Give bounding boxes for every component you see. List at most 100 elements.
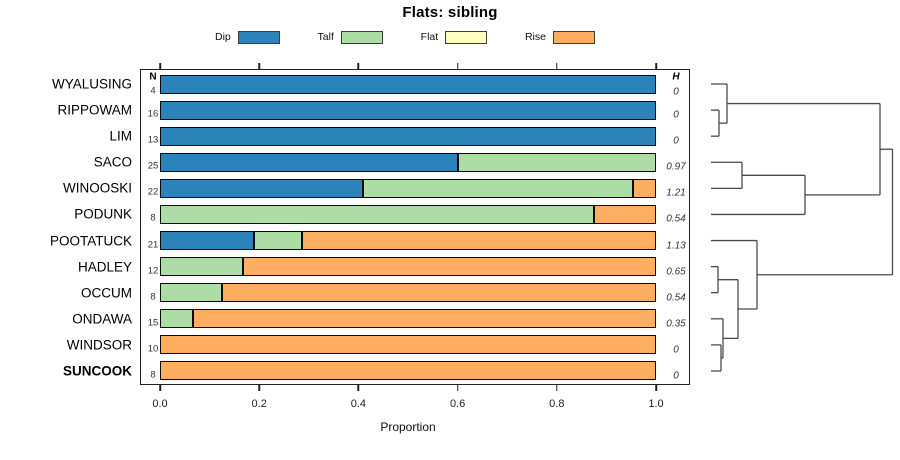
h-value: 0.54 [666, 213, 686, 225]
row-label-ondawa: ONDAWA [72, 311, 132, 327]
h-value: 0.97 [666, 161, 686, 173]
h-column-header: H [672, 71, 680, 83]
row-label-pootatuck: POOTATUCK [49, 233, 132, 249]
bottom-axis-tick [258, 385, 260, 391]
bar-wyalusing [160, 74, 656, 94]
h-value: 0 [673, 370, 679, 382]
bar-segment-rise [160, 335, 656, 355]
legend-label: Flat [420, 31, 439, 43]
bar-segment-rise [594, 204, 656, 224]
x-axis-title: Proportion [380, 420, 436, 434]
legend-item-flat: Flat [420, 30, 488, 44]
n-value: 8 [150, 369, 156, 381]
x-tick-label: 0.4 [350, 398, 367, 410]
legend-label: Rise [524, 31, 546, 43]
bottom-axis-tick [456, 385, 459, 391]
row-label-saco: SACO [93, 154, 132, 170]
x-tick-label: 0.2 [251, 398, 267, 410]
legend-label: Dip [215, 31, 231, 43]
bar-segment-dip [160, 178, 363, 198]
x-tick-label: 0.6 [449, 398, 466, 410]
h-value: 0 [673, 109, 679, 121]
n-value: 22 [147, 186, 159, 198]
bar-podunk [160, 204, 656, 224]
row-label-wyalusing: WYALUSING [51, 76, 132, 92]
legend-swatch-flat [445, 30, 488, 44]
h-value: 1.13 [666, 240, 686, 252]
n-value: 4 [150, 85, 156, 97]
bar-ondawa [160, 309, 656, 329]
n-value: 21 [147, 239, 159, 251]
legend-label: Talf [317, 31, 334, 43]
bar-segment-rise [301, 231, 656, 251]
bar-segment-talf [160, 283, 222, 303]
bottom-axis-tick [655, 385, 657, 391]
bottom-axis-tick [556, 385, 558, 391]
top-axis-tick [556, 63, 558, 69]
bar-windsor [160, 335, 656, 355]
bar-rippowam [160, 100, 656, 120]
row-label-windsor: WINDSOR [66, 337, 132, 353]
x-tick-label: 0.8 [549, 398, 565, 410]
h-value: 1.21 [666, 187, 686, 199]
top-axis-tick [357, 63, 360, 69]
n-value: 12 [147, 265, 159, 277]
bar-segment-dip [160, 231, 255, 251]
bar-segment-talf [362, 178, 634, 198]
x-tick-label: 1.0 [648, 398, 664, 410]
bar-segment-dip [160, 126, 656, 146]
legend-swatch-dip [237, 30, 280, 44]
bar-segment-rise [222, 283, 656, 303]
h-value: 0 [673, 86, 679, 98]
top-axis-tick [456, 63, 459, 69]
row-label-podunk: PODUNK [74, 206, 132, 222]
bar-segment-dip [160, 74, 656, 94]
n-value: 15 [147, 317, 159, 329]
bar-segment-talf [254, 231, 302, 251]
legend: Dip Talf Flat Rise [215, 28, 595, 46]
n-value: 8 [150, 291, 156, 303]
bar-segment-talf [160, 257, 243, 277]
n-value: 8 [150, 212, 156, 224]
h-value: 0 [673, 135, 679, 147]
top-axis-tick [655, 63, 657, 69]
bar-segment-rise [160, 361, 656, 381]
h-value: 0.35 [666, 318, 686, 330]
bottom-axis-tick [357, 385, 360, 391]
row-label-hadley: HADLEY [77, 259, 132, 275]
row-label-rippowam: RIPPOWAM [57, 102, 132, 118]
legend-item-talf: Talf [317, 30, 383, 44]
bar-segment-rise [193, 309, 656, 329]
row-label-winooski: WINOOSKI [62, 180, 132, 196]
legend-item-dip: Dip [215, 30, 280, 44]
bar-saco [160, 152, 656, 172]
legend-item-rise: Rise [524, 30, 595, 44]
bar-segment-talf [160, 309, 194, 329]
plot-frame [140, 69, 690, 385]
bar-segment-dip [160, 152, 458, 172]
x-tick-label: 0.0 [152, 398, 168, 410]
bar-segment-dip [160, 100, 656, 120]
chart-title: Flats: sibling [402, 4, 498, 21]
bar-segment-talf [160, 204, 594, 224]
bar-winooski [160, 178, 656, 198]
n-value: 13 [147, 134, 159, 146]
bar-segment-rise [242, 257, 656, 277]
bar-hadley [160, 257, 656, 277]
bar-suncook [160, 361, 656, 381]
top-axis-tick [258, 63, 260, 69]
legend-swatch-talf [340, 30, 383, 44]
top-axis-tick [159, 63, 161, 69]
h-value: 0.54 [666, 292, 686, 304]
bar-segment-talf [457, 152, 656, 172]
bar-segment-rise [633, 178, 656, 198]
bar-pootatuck [160, 231, 656, 251]
h-value: 0 [673, 344, 679, 356]
h-value: 0.65 [666, 266, 686, 278]
legend-swatch-rise [552, 30, 595, 44]
n-value: 16 [147, 108, 159, 120]
bar-lim [160, 126, 656, 146]
bar-occum [160, 283, 656, 303]
n-column-header: N [149, 71, 157, 83]
